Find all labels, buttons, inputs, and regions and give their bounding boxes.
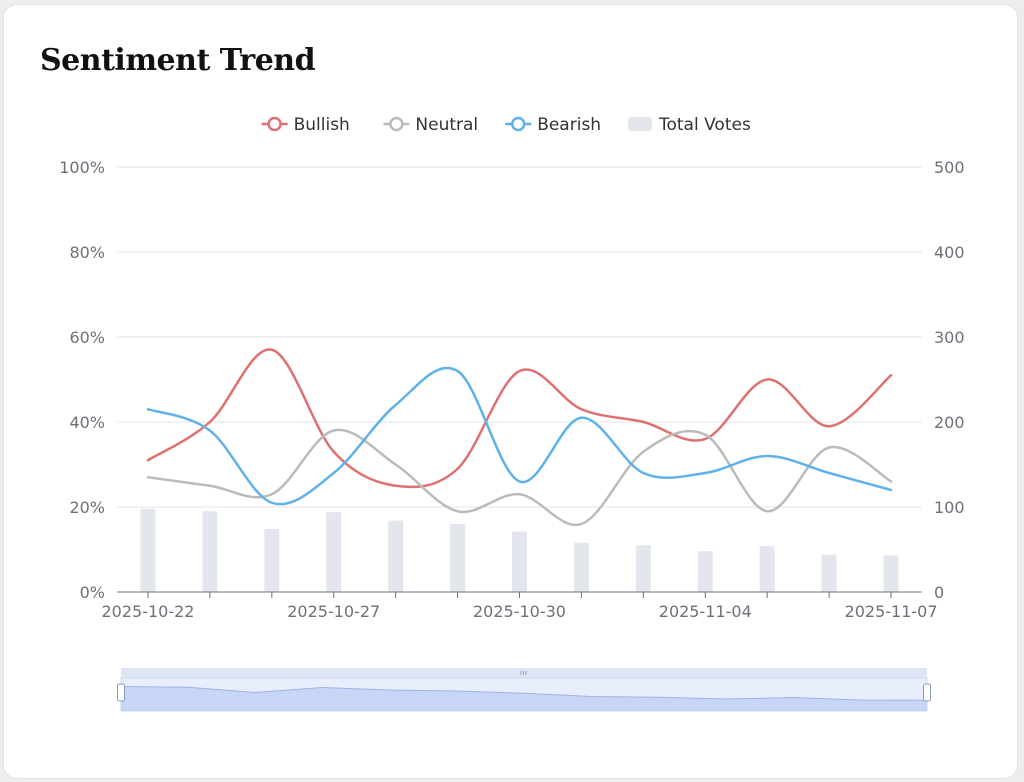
x-tick-label: 2025-11-04 <box>659 602 752 621</box>
x-tick-label: 2025-10-22 <box>101 602 194 621</box>
y-right-tick-label: 400 <box>934 243 965 262</box>
y-left-tick-label: 0% <box>80 583 105 602</box>
x-tick-label: 2025-11-07 <box>845 602 938 621</box>
bar-total-votes[interactable] <box>202 511 218 592</box>
y-right-tick-label: 0 <box>934 583 944 602</box>
legend-label-total-votes[interactable]: Total Votes <box>658 115 751 135</box>
bar-total-votes[interactable] <box>573 542 589 592</box>
bar-total-votes[interactable] <box>883 555 899 592</box>
bar-total-votes[interactable] <box>326 512 342 592</box>
series-line-neutral[interactable] <box>146 428 893 527</box>
bar-total-votes[interactable] <box>512 531 527 592</box>
bar-total-votes[interactable] <box>697 551 713 592</box>
bar-total-votes[interactable] <box>821 554 837 592</box>
series-line-bullish[interactable] <box>146 348 893 489</box>
page-title: Sentiment Trend <box>40 43 316 78</box>
legend-marker-bullish[interactable] <box>267 116 282 132</box>
bar-total-votes[interactable] <box>635 545 651 592</box>
bar-total-votes[interactable] <box>140 508 156 592</box>
legend-label-bearish[interactable]: Bearish <box>537 115 601 135</box>
bar-total-votes[interactable] <box>450 524 466 592</box>
y-left-tick-label: 60% <box>69 328 105 347</box>
y-left-tick-label: 20% <box>69 498 105 517</box>
y-right-tick-label: 500 <box>934 158 965 177</box>
legend-swatch-total-votes[interactable] <box>628 117 652 131</box>
legend-marker-bearish[interactable] <box>510 116 526 132</box>
data-zoom-preview-area <box>121 686 927 711</box>
chart-card: Sentiment Trend <box>3 4 1018 779</box>
data-zoom-preview-line <box>120 686 928 701</box>
data-zoom-handle-right[interactable] <box>923 683 931 702</box>
y-right-tick-label: 300 <box>934 328 965 347</box>
legend-label-bullish[interactable]: Bullish <box>294 115 350 135</box>
x-tick-label: 2025-10-27 <box>287 602 380 621</box>
series-line-bearish[interactable] <box>146 366 893 506</box>
y-left-tick-label: 40% <box>69 413 105 432</box>
y-left-tick-label: 80% <box>69 243 105 262</box>
x-tick-label: 2025-10-30 <box>473 602 566 621</box>
bar-total-votes[interactable] <box>388 520 404 592</box>
bar-total-votes[interactable] <box>759 546 775 592</box>
legend-label-neutral[interactable]: Neutral <box>415 115 478 135</box>
legend-marker-neutral[interactable] <box>389 116 404 132</box>
bar-total-votes[interactable] <box>264 529 280 592</box>
y-right-tick-label: 100 <box>934 498 965 517</box>
data-zoom-handle-left[interactable] <box>117 683 125 702</box>
y-right-tick-label: 200 <box>934 413 965 432</box>
y-left-tick-label: 100% <box>59 158 105 177</box>
